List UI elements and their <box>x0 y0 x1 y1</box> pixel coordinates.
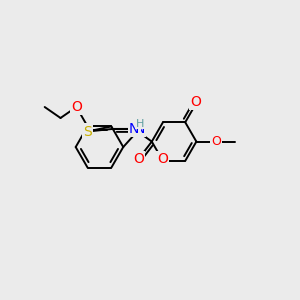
Text: O: O <box>133 152 144 166</box>
Text: O: O <box>212 135 221 148</box>
Text: O: O <box>158 152 168 167</box>
Text: N: N <box>134 122 145 136</box>
Text: S: S <box>83 124 92 139</box>
Text: N: N <box>129 122 140 136</box>
Text: O: O <box>190 95 201 109</box>
Text: O: O <box>71 100 82 114</box>
Text: H: H <box>135 118 144 129</box>
